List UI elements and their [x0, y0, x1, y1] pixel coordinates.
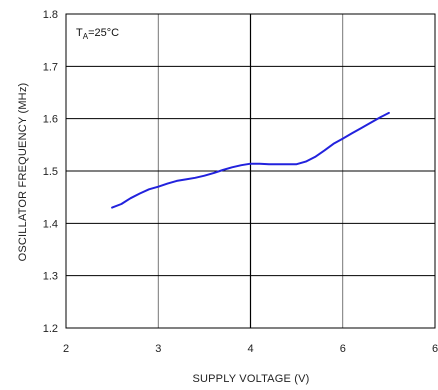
y-axis-tick-labels: 1.2 1.3 1.4 1.5 1.6 1.7 1.8 — [43, 9, 58, 335]
y-axis-title: OSCILLATOR FREQUENCY (MHz) — [17, 83, 29, 262]
x-axis-tick-labels: 2 3 4 6 6 — [63, 343, 438, 355]
grid-lines — [66, 14, 435, 328]
x-tick-label: 6 — [432, 343, 438, 355]
y-tick-label: 1.5 — [43, 166, 58, 178]
x-tick-label: 6 — [340, 343, 346, 355]
y-tick-label: 1.6 — [43, 114, 58, 126]
y-tick-label: 1.8 — [43, 9, 58, 21]
temperature-annotation: TA=25°C — [76, 27, 119, 41]
y-tick-label: 1.3 — [43, 271, 58, 283]
annotation-rest: =25°C — [88, 27, 119, 39]
x-tick-label: 3 — [155, 343, 161, 355]
annotation-main: T — [76, 27, 83, 39]
y-tick-label: 1.2 — [43, 323, 58, 335]
plot-area-frame — [65, 13, 436, 329]
data-series-group — [111, 111, 390, 209]
x-axis-title: SUPPLY VOLTAGE (V) — [192, 373, 309, 385]
x-tick-label: 4 — [247, 343, 253, 355]
series-line — [111, 111, 390, 209]
y-tick-label: 1.7 — [43, 61, 58, 73]
annotation-subscript: A — [83, 32, 89, 41]
x-tick-label: 2 — [63, 343, 69, 355]
y-tick-label: 1.4 — [43, 218, 58, 230]
